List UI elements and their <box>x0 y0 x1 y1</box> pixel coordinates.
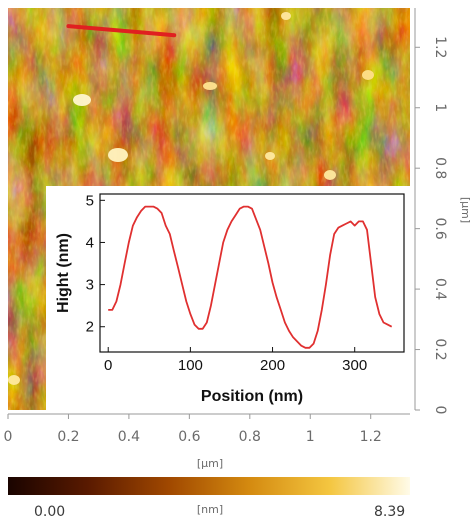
inset-x-tick-label: 0 <box>104 357 112 374</box>
map-y-tick-label: 0 <box>432 406 448 415</box>
inset-plot-frame <box>99 193 405 353</box>
map-y-tick-label: 0.8 <box>432 157 448 179</box>
colorbar-strip <box>8 477 410 495</box>
map-y-unit: [μm] <box>459 197 472 223</box>
map-x-tick-label: 0.6 <box>178 429 200 445</box>
map-x-tick-label: 0.4 <box>118 429 140 445</box>
map-x-unit: [μm] <box>197 457 223 470</box>
map-x-tick-label: 1.2 <box>360 429 382 445</box>
inset-y-tick-label: 3 <box>86 277 94 294</box>
profile-inset: 0 100 200 300 2 3 4 5 Position (nm) Hight (nm) <box>46 186 410 410</box>
profile-series-line <box>108 205 393 349</box>
map-x-tick-label: 0 <box>4 429 13 445</box>
map-y-axis: 0 0.2 0.4 0.6 0.8 1 1.2 <box>414 8 448 415</box>
map-x-tick-label: 0.8 <box>239 429 261 445</box>
map-y-tick-label: 0.2 <box>432 338 448 360</box>
map-y-tick-label: 1.2 <box>432 36 448 58</box>
map-y-tick-label: 0.4 <box>432 278 448 300</box>
map-y-tick-label: 1 <box>432 103 448 112</box>
inset-y-label: Hight (nm) <box>55 233 72 313</box>
profile-line <box>66 24 177 38</box>
map-y-tick-label: 0.6 <box>432 218 448 240</box>
inset-x-label: Position (nm) <box>201 388 303 405</box>
inset-y-tick-label: 2 <box>86 319 94 336</box>
colorbar-max-label: 8.39 <box>374 504 405 520</box>
inset-background <box>46 186 410 410</box>
inset-x-tick-label: 100 <box>178 357 203 374</box>
inset-y-tick-label: 4 <box>86 234 94 251</box>
map-x-tick-label: 0.2 <box>57 429 79 445</box>
colorbar: 0.00 [nm] 8.39 <box>8 477 410 520</box>
inset-x-tick-label: 300 <box>342 357 367 374</box>
inset-ticks: 0 100 200 300 2 3 4 5 <box>86 192 368 374</box>
map-x-axis: 0 0.2 0.4 0.6 0.8 1 1.2 <box>4 413 410 445</box>
colorbar-min-label: 0.00 <box>34 504 65 520</box>
inset-x-tick-label: 200 <box>260 357 285 374</box>
bright-grains <box>8 12 374 385</box>
colorbar-unit: [nm] <box>197 503 223 516</box>
map-x-tick-label: 1 <box>306 429 315 445</box>
inset-y-tick-label: 5 <box>86 192 94 209</box>
